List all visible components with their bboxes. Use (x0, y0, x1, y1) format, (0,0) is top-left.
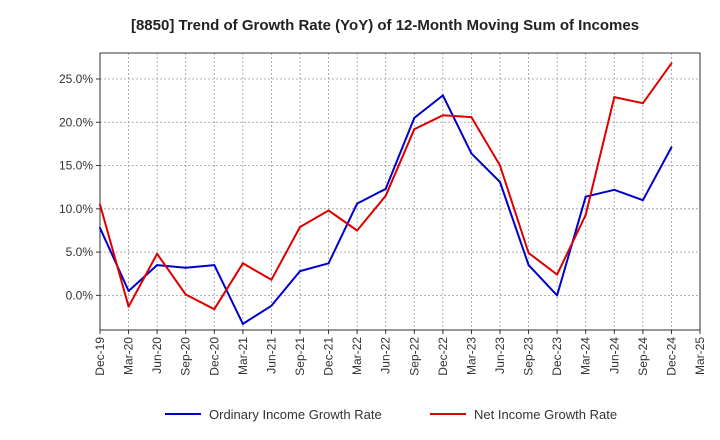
x-tick-label: Mar-23 (464, 337, 478, 375)
data-point (156, 252, 159, 255)
data-point (470, 116, 473, 119)
y-tick-label: 20.0% (59, 115, 93, 129)
y-tick-label: 5.0% (66, 245, 94, 259)
data-point (356, 202, 359, 205)
x-tick-label: Dec-21 (322, 337, 336, 376)
chart-title: [8850] Trend of Growth Rate (YoY) of 12-… (131, 17, 639, 34)
legend-label-2: Net Income Growth Rate (474, 407, 617, 422)
x-tick-label: Jun-24 (607, 337, 621, 374)
data-point (384, 194, 387, 197)
x-tick-label: Jun-21 (264, 337, 278, 374)
x-tick-label: Sep-24 (636, 337, 650, 376)
x-tick-label: Sep-23 (522, 337, 536, 376)
x-tick-label: Mar-20 (122, 337, 136, 375)
data-point (441, 94, 444, 97)
data-point (241, 322, 244, 325)
x-tick-label: Sep-20 (179, 337, 193, 376)
data-point (213, 264, 216, 267)
data-point (99, 226, 101, 229)
data-point (270, 278, 273, 281)
data-point (670, 146, 673, 149)
data-point (327, 209, 330, 212)
x-tick-label: Jun-20 (150, 337, 164, 374)
data-point (299, 270, 301, 273)
y-tick-label: 10.0% (59, 202, 93, 216)
data-point (270, 304, 273, 307)
data-point (641, 102, 644, 105)
y-axis: 0.0% 5.0% 10.0% 15.0% 20.0% 25.0% (59, 72, 100, 302)
data-point (184, 266, 187, 269)
data-point (499, 164, 501, 167)
data-point (241, 262, 244, 265)
data-point (527, 264, 530, 267)
x-tick-label: Mar-22 (350, 337, 364, 375)
data-point (384, 187, 387, 190)
data-point (613, 188, 616, 191)
data-point (156, 264, 159, 267)
data-point (356, 229, 359, 232)
data-point (299, 225, 301, 228)
x-tick-label: Mar-24 (579, 337, 593, 375)
x-tick-label: Dec-24 (664, 337, 678, 376)
data-point (413, 128, 416, 131)
data-point (99, 203, 101, 206)
data-point (413, 116, 416, 119)
plot-area (99, 52, 701, 331)
y-tick-label: 0.0% (66, 288, 94, 302)
data-point (470, 152, 473, 155)
data-point (127, 305, 130, 308)
series-lines (99, 62, 673, 325)
x-tick-label: Sep-22 (407, 337, 421, 376)
x-axis: Dec-19 Mar-20 Jun-20 Sep-20 Dec-20 Mar-21 Jun-… (93, 330, 707, 376)
legend-label-1: Ordinary Income Growth Rate (209, 407, 382, 422)
data-point (556, 273, 559, 276)
y-tick-label: 15.0% (59, 159, 93, 173)
x-tick-label: Sep-21 (293, 337, 307, 376)
data-point (670, 62, 673, 65)
data-point (327, 262, 330, 265)
data-point (499, 180, 501, 183)
x-tick-label: Mar-21 (236, 337, 250, 375)
data-point (441, 114, 444, 117)
x-tick-label: Jun-22 (379, 337, 393, 374)
data-point (584, 195, 587, 198)
grid (99, 53, 701, 330)
legend: Ordinary Income Growth Rate Net Income Gr… (165, 407, 617, 422)
x-tick-label: Dec-23 (550, 337, 564, 376)
x-tick-label: Mar-25 (693, 337, 707, 375)
data-point (613, 96, 616, 99)
data-point (213, 308, 216, 311)
y-tick-label: 25.0% (59, 72, 93, 86)
data-point (584, 213, 587, 216)
x-tick-label: Dec-22 (436, 337, 450, 376)
x-tick-label: Dec-19 (93, 337, 107, 376)
data-point (184, 293, 187, 296)
data-point (127, 290, 130, 293)
data-point (527, 251, 530, 254)
data-point (556, 294, 559, 297)
x-tick-label: Dec-20 (207, 337, 221, 376)
x-tick-label: Jun-23 (493, 337, 507, 374)
data-point (641, 199, 644, 202)
